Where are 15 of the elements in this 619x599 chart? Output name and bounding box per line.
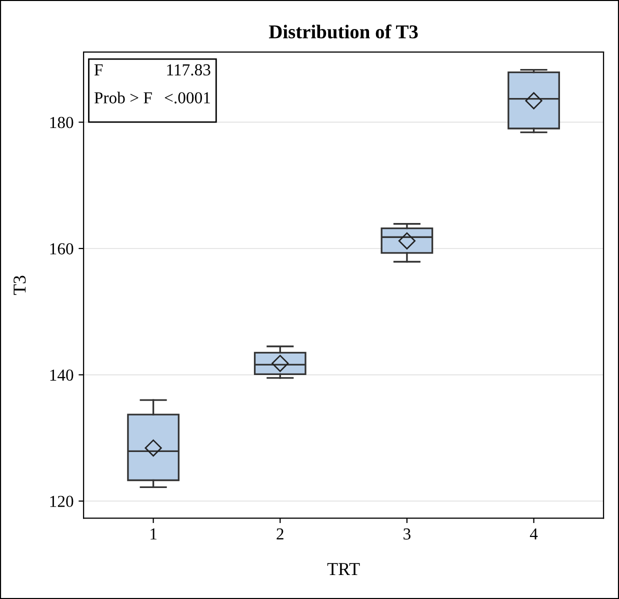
y-axis-title: T3	[14, 276, 26, 295]
annotation: F	[94, 64, 103, 76]
y-tick-label: 180	[50, 116, 74, 128]
y-tick-label: 160	[50, 243, 74, 254]
x-tick-label: 4	[530, 528, 538, 540]
x-tick-label: 2	[276, 528, 284, 540]
x-tick-label: 1	[150, 528, 156, 540]
annotation: 117.83	[167, 64, 210, 76]
x-axis-title: TRT	[327, 563, 360, 575]
y-tick-label: 120	[50, 496, 74, 508]
annotation: <.0001	[164, 92, 210, 104]
y-tick-label: 140	[50, 369, 74, 381]
chart-title: Distribution of T3	[268, 24, 418, 38]
annotation: Prob > F	[94, 92, 152, 104]
x-tick-label: 3	[404, 528, 410, 540]
